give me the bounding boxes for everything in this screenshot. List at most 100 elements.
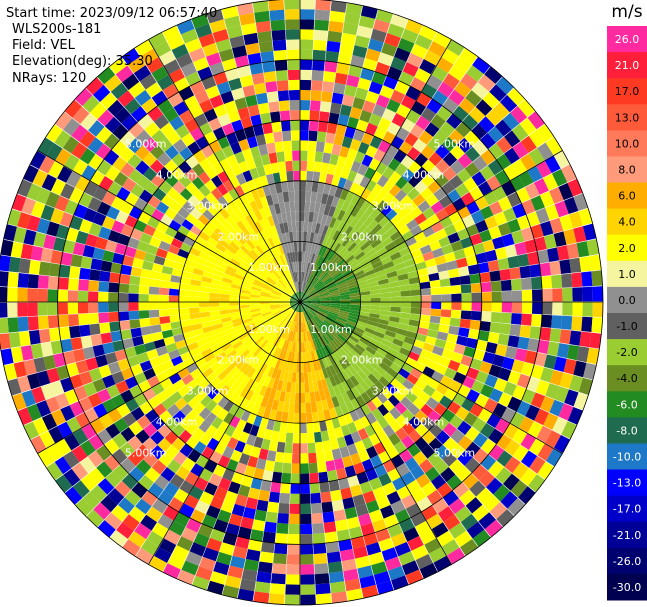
velocity-gate (199, 296, 210, 302)
velocity-gate (271, 309, 282, 315)
velocity-gate (255, 259, 265, 269)
velocity-gate (302, 271, 305, 282)
velocity-gate (237, 329, 248, 338)
velocity-gate (300, 302, 310, 306)
velocity-gate (287, 341, 292, 352)
velocity-gate (220, 285, 231, 291)
velocity-gate (306, 286, 314, 295)
velocity-gate (280, 297, 291, 301)
velocity-gate (405, 236, 417, 247)
velocity-gate (273, 131, 283, 143)
velocity-gate (217, 223, 229, 235)
velocity-gate (10, 241, 24, 258)
velocity-gate (378, 140, 391, 154)
velocity-gate (253, 467, 265, 480)
velocity-gate (175, 465, 190, 480)
velocity-gate (138, 475, 154, 491)
velocity-gate (561, 273, 573, 288)
velocity-gate (337, 261, 347, 271)
velocity-gate (527, 251, 540, 266)
velocity-gate (367, 373, 379, 385)
velocity-gate (279, 223, 286, 234)
velocity-gate (406, 52, 424, 68)
velocity-gate (308, 341, 314, 352)
velocity-gate (357, 317, 369, 324)
velocity-gate (80, 113, 97, 131)
velocity-gate (203, 241, 216, 252)
velocity-gate (235, 270, 246, 278)
velocity-gate (319, 324, 327, 334)
velocity-gate (320, 258, 328, 269)
velocity-gate (375, 365, 387, 377)
velocity-gate (307, 307, 317, 315)
velocity-gate (326, 281, 336, 289)
velocity-gate (455, 466, 472, 482)
velocity-gate (219, 256, 230, 266)
velocity-gate (136, 175, 151, 190)
velocity-gate (53, 237, 66, 252)
velocity-gate (17, 212, 31, 229)
velocity-gate (312, 49, 326, 61)
velocity-gate (349, 289, 360, 294)
velocity-gate (245, 191, 255, 203)
velocity-gate (160, 467, 176, 482)
velocity-gate (341, 136, 353, 149)
velocity-gate (511, 290, 523, 302)
velocity-gate (347, 337, 358, 347)
velocity-gate (253, 279, 264, 286)
velocity-gate (63, 451, 80, 469)
velocity-gate (520, 153, 536, 171)
velocity-gate (318, 309, 329, 315)
velocity-gate (344, 225, 354, 237)
velocity-gate (336, 372, 346, 383)
velocity-gate (355, 208, 366, 221)
velocity-gate (215, 38, 232, 53)
velocity-gate (433, 129, 449, 145)
velocity-gate (128, 421, 143, 436)
velocity-gate (313, 316, 322, 325)
velocity-gate (141, 260, 154, 271)
velocity-gate (280, 305, 291, 310)
velocity-gate (102, 398, 117, 414)
velocity-gate (263, 283, 273, 290)
velocity-gate (364, 167, 376, 180)
velocity-gate (306, 160, 315, 172)
velocity-gate (534, 408, 550, 426)
velocity-gate (373, 242, 385, 253)
velocity-gate (429, 315, 441, 324)
velocity-gate (96, 461, 113, 478)
velocity-gate (331, 448, 342, 460)
velocity-gate (275, 70, 288, 81)
velocity-gate (338, 347, 348, 357)
velocity-gate (303, 362, 308, 373)
velocity-gate (242, 257, 253, 267)
velocity-gate (354, 234, 365, 245)
velocity-gate (118, 283, 130, 293)
velocity-gate (296, 302, 300, 312)
velocity-gate (192, 414, 205, 428)
velocity-gate (143, 368, 156, 380)
velocity-gate (333, 257, 343, 267)
velocity-gate (159, 316, 171, 325)
velocity-gate (312, 171, 321, 183)
velocity-gate (320, 214, 328, 226)
velocity-gate (372, 518, 387, 533)
velocity-gate (190, 279, 202, 287)
velocity-gate (250, 249, 260, 260)
velocity-gate (480, 149, 496, 166)
velocity-gate (281, 232, 288, 244)
velocity-gate (104, 454, 120, 471)
velocity-gate (300, 231, 304, 242)
velocity-gate (226, 349, 238, 360)
velocity-gate (390, 214, 402, 226)
velocity-gate (300, 241, 303, 252)
velocity-gate (325, 377, 333, 389)
velocity-gate (138, 293, 149, 302)
velocity-gate (68, 314, 79, 327)
velocity-gate (572, 287, 583, 302)
velocity-gate (291, 331, 296, 342)
velocity-gate (496, 76, 514, 95)
velocity-gate (304, 211, 310, 222)
velocity-gate (268, 261, 277, 271)
velocity-gate (139, 360, 153, 372)
